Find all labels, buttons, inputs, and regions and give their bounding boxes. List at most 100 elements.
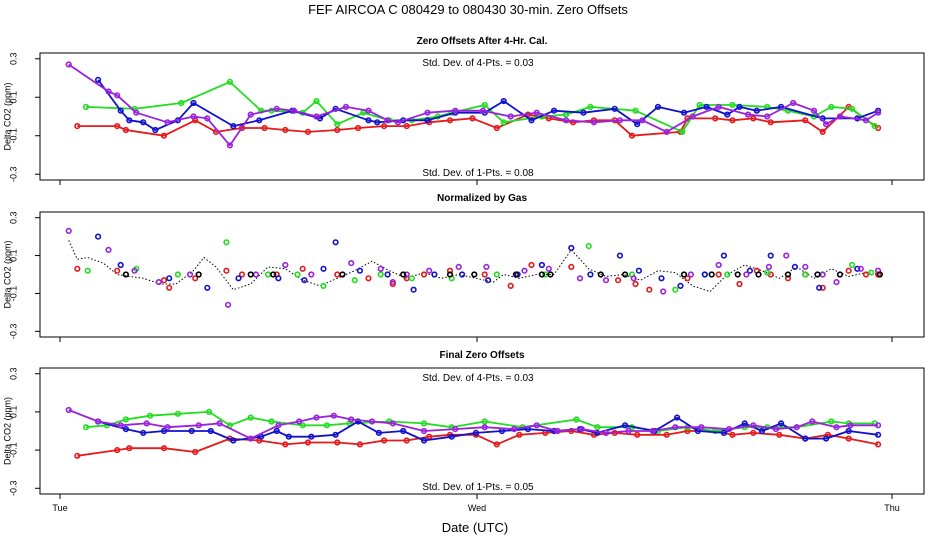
data-point bbox=[672, 424, 679, 431]
data-point bbox=[140, 119, 147, 126]
data-point bbox=[836, 113, 844, 120]
series-purple bbox=[65, 61, 882, 149]
panel-1: Zero Offsets After 4-Hr. Cal. 0.3 0.1 -0.1 -… bbox=[2, 36, 925, 185]
data-point bbox=[377, 265, 384, 272]
data-point bbox=[82, 424, 90, 431]
data-point bbox=[377, 271, 384, 278]
data-point bbox=[767, 119, 774, 126]
data-point bbox=[192, 448, 199, 456]
data-point bbox=[680, 271, 688, 278]
data-point bbox=[625, 427, 632, 435]
data-point bbox=[562, 117, 570, 124]
data-point bbox=[147, 412, 154, 419]
data-point bbox=[621, 422, 629, 429]
data-point bbox=[410, 286, 417, 293]
data-point bbox=[74, 265, 81, 272]
data-point bbox=[301, 277, 308, 284]
data-point bbox=[389, 420, 396, 427]
stddev-4pts-label: Std. Dev. of 4-Pts. = 0.03 bbox=[422, 58, 534, 69]
data-point bbox=[455, 263, 462, 271]
data-point bbox=[160, 445, 168, 452]
data-point bbox=[188, 427, 195, 435]
data-point bbox=[528, 261, 535, 269]
data-point bbox=[74, 122, 81, 130]
data-point bbox=[247, 414, 254, 421]
data-point bbox=[538, 261, 546, 269]
data-point bbox=[308, 433, 315, 440]
data-point bbox=[375, 429, 383, 437]
data-point bbox=[152, 126, 159, 134]
data-point bbox=[334, 439, 341, 446]
x-tick-label-wed: Wed bbox=[468, 503, 486, 513]
data-point bbox=[420, 437, 428, 444]
y-tick-label: 0.1 bbox=[8, 249, 18, 262]
data-point bbox=[772, 426, 780, 433]
data-point bbox=[368, 418, 376, 425]
data-point bbox=[389, 279, 396, 286]
data-point bbox=[452, 426, 459, 433]
data-point bbox=[186, 271, 194, 278]
data-point bbox=[225, 301, 232, 308]
data-point bbox=[230, 122, 237, 130]
data-point bbox=[355, 124, 362, 132]
data-point bbox=[689, 113, 696, 120]
panel-3: Final Zero Offsets 0.3 0.1 -0.1 -0.3 Delta CO… bbox=[2, 350, 925, 499]
data-point bbox=[166, 275, 173, 282]
data-point bbox=[195, 422, 202, 429]
data-point bbox=[394, 119, 402, 126]
series-blue bbox=[94, 233, 861, 293]
data-point bbox=[238, 271, 246, 278]
data-point bbox=[131, 267, 138, 274]
data-point bbox=[294, 271, 301, 278]
data-point bbox=[819, 271, 826, 278]
data-point bbox=[765, 263, 773, 271]
data-point bbox=[160, 427, 168, 435]
data-point bbox=[743, 271, 750, 278]
data-point bbox=[164, 119, 171, 126]
data-point bbox=[296, 418, 303, 425]
data-point bbox=[304, 128, 312, 135]
data-point bbox=[500, 97, 507, 105]
panels: Zero Offsets After 4-Hr. Cal. 0.3 0.1 -0.1 -… bbox=[2, 36, 925, 513]
data-point bbox=[720, 252, 728, 259]
data-point bbox=[206, 408, 213, 416]
data-point bbox=[481, 424, 488, 431]
data-point bbox=[114, 267, 121, 274]
data-point bbox=[351, 277, 358, 284]
data-point bbox=[65, 227, 72, 234]
data-point bbox=[777, 420, 785, 427]
data-point bbox=[602, 277, 610, 284]
data-point bbox=[677, 282, 684, 290]
data-point bbox=[602, 429, 610, 437]
data-point bbox=[207, 427, 214, 435]
series-mean bbox=[68, 240, 879, 293]
series-green bbox=[84, 239, 875, 293]
data-point bbox=[715, 103, 722, 110]
data-point bbox=[448, 433, 455, 440]
data-point bbox=[646, 286, 653, 293]
data-point bbox=[195, 271, 202, 278]
data-point bbox=[282, 441, 289, 448]
data-point bbox=[452, 107, 459, 114]
series-line bbox=[68, 409, 879, 440]
y-tick-label: -0.3 bbox=[8, 481, 18, 497]
data-point bbox=[235, 275, 242, 282]
data-point bbox=[117, 107, 124, 114]
y-axis-label: Delta CO2 (ppm) bbox=[2, 82, 12, 150]
data-point bbox=[273, 105, 280, 112]
data-point bbox=[84, 267, 91, 274]
data-point bbox=[94, 418, 102, 425]
data-point bbox=[290, 107, 298, 114]
data-point bbox=[660, 288, 667, 295]
data-point bbox=[348, 260, 355, 267]
data-point bbox=[65, 61, 72, 68]
data-point bbox=[493, 441, 500, 448]
data-point bbox=[597, 271, 604, 278]
data-point bbox=[122, 416, 129, 423]
y-tick-label: -0.3 bbox=[8, 324, 18, 340]
data-point bbox=[568, 244, 575, 252]
data-point bbox=[578, 426, 585, 433]
data-point bbox=[365, 117, 372, 124]
data-point bbox=[712, 115, 719, 122]
data-point bbox=[268, 418, 275, 425]
